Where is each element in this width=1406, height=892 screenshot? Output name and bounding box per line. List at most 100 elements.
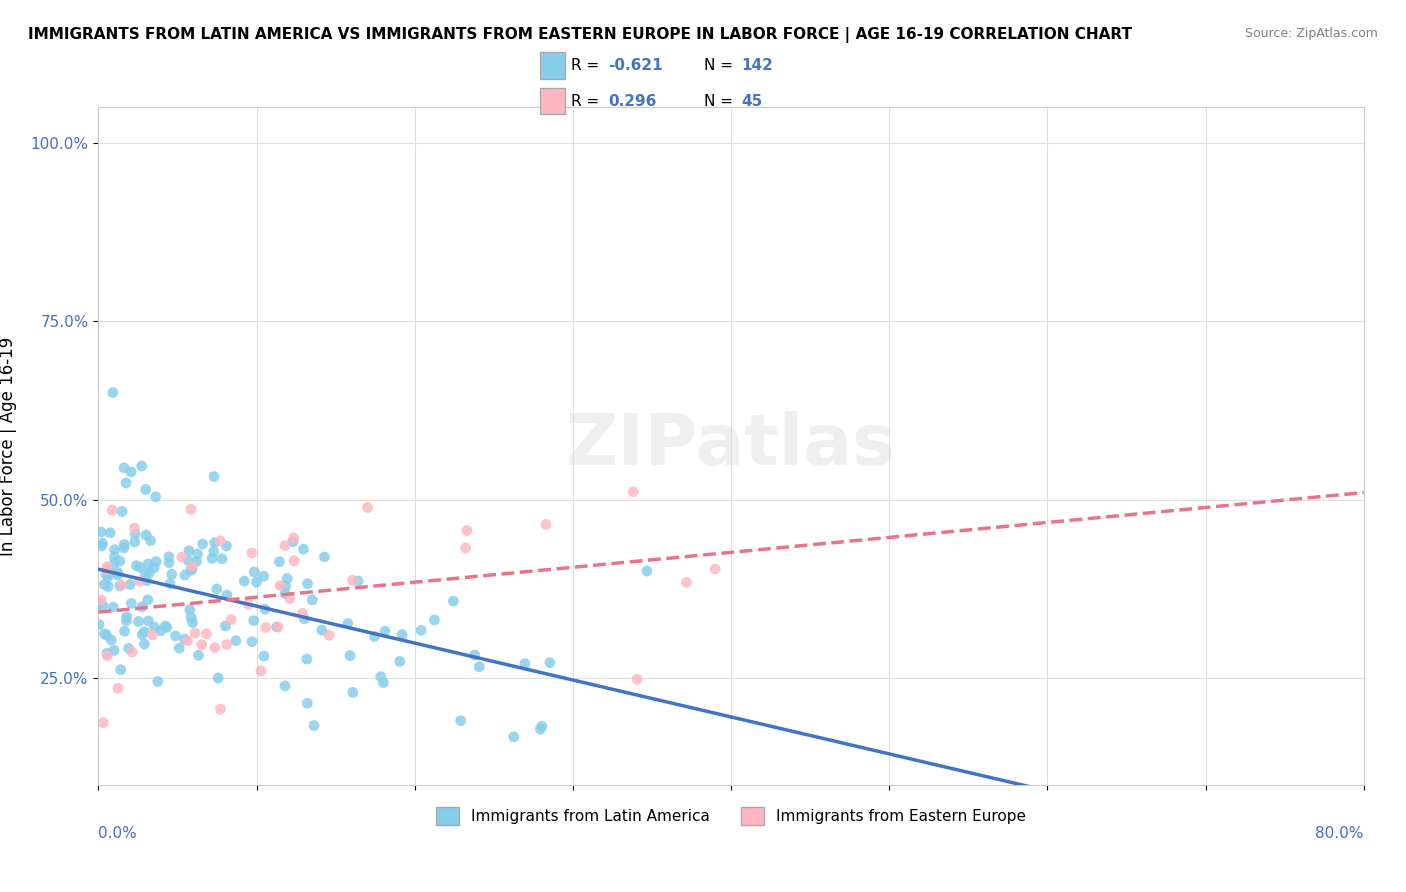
Point — [201, 551, 224, 566]
Point — [97, 570, 120, 584]
Point — [111, 578, 134, 592]
Point — [302, 718, 325, 732]
Point — [219, 613, 242, 627]
Point — [207, 671, 229, 685]
Point — [111, 504, 134, 518]
Point — [124, 527, 146, 541]
Point — [186, 547, 208, 561]
Point — [269, 578, 291, 592]
Point — [233, 574, 256, 588]
Text: Source: ZipAtlas.com: Source: ZipAtlas.com — [1244, 27, 1378, 40]
Point — [294, 612, 316, 626]
Point — [104, 556, 127, 570]
Point — [170, 550, 193, 565]
Point — [254, 602, 277, 616]
Point — [529, 723, 551, 737]
Point — [135, 528, 157, 542]
Point — [93, 577, 115, 591]
Text: R =: R = — [571, 58, 605, 73]
Point — [100, 633, 122, 648]
Point — [96, 559, 118, 574]
Point — [347, 574, 370, 588]
Point — [274, 539, 297, 553]
Point — [180, 563, 202, 577]
Point — [93, 627, 115, 641]
Point — [93, 715, 115, 730]
Point — [180, 502, 202, 516]
Point — [204, 640, 226, 655]
Point — [143, 560, 166, 574]
Point — [124, 535, 146, 549]
Point — [134, 624, 156, 639]
Point — [450, 714, 472, 728]
Point — [149, 624, 172, 638]
Point — [108, 554, 131, 568]
Point — [87, 617, 110, 632]
Point — [318, 628, 340, 642]
Point — [97, 562, 120, 576]
Point — [297, 576, 319, 591]
Point — [89, 597, 111, 611]
Point — [215, 588, 238, 602]
Point — [253, 569, 276, 583]
Point — [112, 460, 135, 475]
Point — [205, 582, 228, 596]
Point — [90, 524, 112, 539]
Point — [626, 673, 648, 687]
Point — [160, 567, 183, 582]
Point — [184, 626, 207, 640]
Point — [125, 558, 148, 573]
Point — [274, 586, 297, 600]
Point — [96, 648, 118, 663]
Point — [180, 559, 202, 574]
Point — [101, 503, 124, 517]
Point — [292, 542, 315, 557]
Point — [135, 574, 157, 588]
Point — [131, 628, 153, 642]
Point — [115, 614, 138, 628]
Point — [108, 579, 131, 593]
Point — [112, 537, 135, 551]
Point — [159, 576, 181, 591]
Point — [145, 490, 167, 504]
Point — [267, 620, 290, 634]
Point — [391, 627, 413, 641]
Point — [276, 571, 298, 585]
Point — [169, 641, 191, 656]
Point — [538, 656, 561, 670]
Point — [101, 385, 124, 400]
Point — [454, 541, 477, 555]
Point — [187, 648, 209, 663]
Point — [209, 533, 232, 548]
Point — [121, 645, 143, 659]
Point — [204, 535, 226, 549]
Point — [336, 616, 359, 631]
FancyBboxPatch shape — [540, 87, 565, 114]
Point — [134, 637, 156, 651]
Point — [209, 702, 232, 716]
Point — [339, 648, 361, 663]
Point — [136, 557, 159, 571]
Point — [131, 599, 153, 614]
Text: IMMIGRANTS FROM LATIN AMERICA VS IMMIGRANTS FROM EASTERN EUROPE IN LABOR FORCE |: IMMIGRANTS FROM LATIN AMERICA VS IMMIGRA… — [28, 27, 1132, 43]
Point — [202, 469, 225, 483]
Text: R =: R = — [571, 94, 605, 109]
Point — [250, 664, 273, 678]
Point — [534, 517, 557, 532]
Point — [530, 719, 553, 733]
Point — [117, 641, 139, 656]
Point — [374, 624, 396, 639]
Point — [253, 649, 276, 664]
Point — [107, 568, 129, 582]
Point — [295, 652, 318, 666]
Point — [456, 524, 478, 538]
Point — [176, 633, 198, 648]
Point — [274, 579, 297, 593]
Point — [513, 657, 536, 671]
Text: 142: 142 — [741, 58, 773, 73]
Point — [278, 591, 301, 606]
Point — [91, 599, 114, 613]
Point — [129, 560, 152, 574]
Text: N =: N = — [704, 94, 738, 109]
Point — [215, 638, 238, 652]
